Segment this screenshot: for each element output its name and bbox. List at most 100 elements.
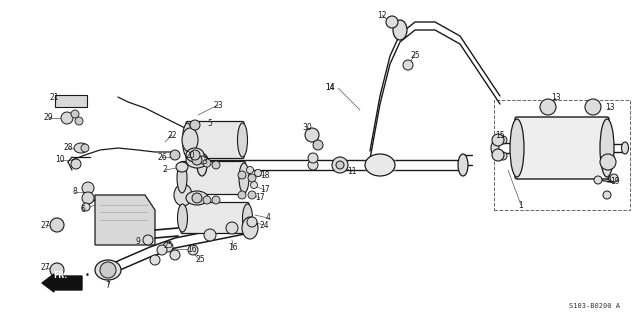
Text: 9: 9 <box>136 238 140 247</box>
Circle shape <box>603 191 611 199</box>
Text: 10: 10 <box>55 155 65 165</box>
Circle shape <box>313 140 323 150</box>
Ellipse shape <box>239 163 249 193</box>
Ellipse shape <box>177 163 187 193</box>
Circle shape <box>250 182 257 189</box>
FancyBboxPatch shape <box>181 203 249 234</box>
Circle shape <box>386 16 398 28</box>
Circle shape <box>540 99 556 115</box>
Circle shape <box>238 191 246 199</box>
Text: 26: 26 <box>157 152 167 161</box>
Circle shape <box>203 159 211 167</box>
Polygon shape <box>95 195 155 245</box>
Circle shape <box>336 161 344 169</box>
FancyBboxPatch shape <box>186 122 244 159</box>
Circle shape <box>71 159 81 169</box>
Text: 22: 22 <box>167 130 177 139</box>
Text: 13: 13 <box>605 103 615 113</box>
Text: 4: 4 <box>266 213 271 222</box>
Text: •: • <box>85 271 90 279</box>
Circle shape <box>82 192 94 204</box>
Circle shape <box>192 193 202 203</box>
Ellipse shape <box>393 20 407 40</box>
Text: 27: 27 <box>40 263 50 272</box>
Circle shape <box>255 169 262 176</box>
Text: 29: 29 <box>43 114 53 122</box>
Text: 5: 5 <box>207 118 212 128</box>
Ellipse shape <box>242 217 258 239</box>
Ellipse shape <box>458 154 468 176</box>
Circle shape <box>170 150 180 160</box>
Circle shape <box>212 161 220 169</box>
Ellipse shape <box>95 260 121 280</box>
Circle shape <box>50 263 64 277</box>
Circle shape <box>82 182 94 194</box>
Text: 11: 11 <box>348 167 356 176</box>
Circle shape <box>585 99 601 115</box>
Circle shape <box>248 191 256 199</box>
Text: 18: 18 <box>260 170 269 180</box>
Circle shape <box>50 218 64 232</box>
Text: 25: 25 <box>410 50 420 60</box>
Text: 16: 16 <box>187 246 197 255</box>
Circle shape <box>100 262 116 278</box>
Text: 25: 25 <box>163 241 173 249</box>
Circle shape <box>247 217 257 227</box>
Text: 6: 6 <box>81 205 85 214</box>
Circle shape <box>238 171 246 179</box>
Circle shape <box>403 60 413 70</box>
Text: 14: 14 <box>325 84 335 93</box>
Circle shape <box>305 128 319 142</box>
Ellipse shape <box>186 191 208 205</box>
Circle shape <box>82 203 90 211</box>
Ellipse shape <box>491 141 499 155</box>
Ellipse shape <box>186 152 208 168</box>
Circle shape <box>61 112 73 124</box>
Circle shape <box>610 174 618 182</box>
Ellipse shape <box>176 162 188 172</box>
Text: 7: 7 <box>106 280 111 290</box>
Circle shape <box>204 229 216 241</box>
Text: 19: 19 <box>610 177 620 187</box>
Circle shape <box>163 242 173 252</box>
Ellipse shape <box>365 154 395 176</box>
Circle shape <box>192 155 202 165</box>
Bar <box>55 95 87 107</box>
Ellipse shape <box>198 156 208 164</box>
Text: FR.: FR. <box>53 271 67 279</box>
Text: 15: 15 <box>495 130 505 139</box>
Ellipse shape <box>237 123 248 157</box>
Bar <box>494 100 630 210</box>
Ellipse shape <box>177 204 188 232</box>
Circle shape <box>246 167 253 174</box>
Text: 28: 28 <box>63 144 73 152</box>
Circle shape <box>143 235 153 245</box>
Ellipse shape <box>174 184 192 206</box>
Circle shape <box>308 153 318 163</box>
Text: 2: 2 <box>163 166 168 174</box>
Text: 23: 23 <box>213 100 223 109</box>
Text: 21: 21 <box>49 93 59 101</box>
Circle shape <box>150 255 160 265</box>
Ellipse shape <box>74 143 88 153</box>
Text: 12: 12 <box>377 11 387 19</box>
Text: 24: 24 <box>259 220 269 229</box>
Ellipse shape <box>182 128 198 152</box>
Text: 30: 30 <box>302 123 312 132</box>
Ellipse shape <box>621 142 628 154</box>
Text: 25: 25 <box>195 256 205 264</box>
Ellipse shape <box>182 123 193 157</box>
Circle shape <box>71 110 79 118</box>
Circle shape <box>190 150 200 160</box>
FancyArrow shape <box>42 274 82 292</box>
Circle shape <box>492 134 504 146</box>
Circle shape <box>499 152 507 160</box>
Circle shape <box>75 117 83 125</box>
Circle shape <box>499 136 507 144</box>
Circle shape <box>81 144 89 152</box>
Circle shape <box>226 222 238 234</box>
Circle shape <box>203 196 211 204</box>
Text: 14: 14 <box>325 84 335 93</box>
Text: 20: 20 <box>185 151 195 160</box>
Text: 8: 8 <box>72 188 77 197</box>
